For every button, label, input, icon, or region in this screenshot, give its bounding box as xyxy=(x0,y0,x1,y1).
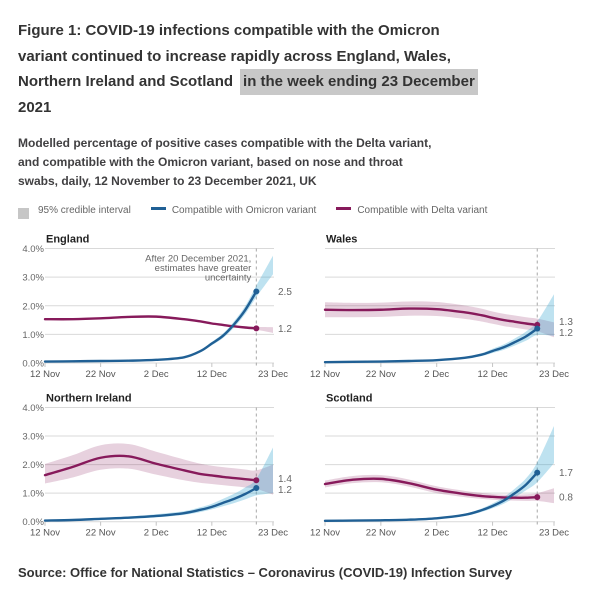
title-line-3-text: Northern Ireland and Scotland xyxy=(18,73,234,90)
y-tick-label: 0.0% xyxy=(22,517,44,528)
y-tick-label: 1.0% xyxy=(22,489,44,500)
line-delta xyxy=(43,454,258,482)
panel-title: Scotland xyxy=(326,393,372,405)
x-tick-label: 12 Dec xyxy=(197,528,227,539)
ci-band-omicron xyxy=(45,447,273,522)
credible-interval-swatch-icon xyxy=(18,208,29,219)
source-note: Source: Office for National Statistics –… xyxy=(18,565,513,580)
ci-band-omicron xyxy=(325,426,554,522)
x-tick-label: 12 Nov xyxy=(310,369,340,380)
panel-northern-ireland: 0.0% 1.0% 2.0% 3.0% 4.0% 12 Nov 22 Nov 2 Dec 12 … xyxy=(22,393,292,539)
line-omicron xyxy=(43,290,258,363)
ci-band-delta xyxy=(45,443,273,495)
line-delta xyxy=(323,477,539,499)
y-tick-label: 3.0% xyxy=(22,273,44,284)
ci-band-delta xyxy=(325,301,554,338)
x-tick-label: 2 Dec xyxy=(424,528,449,539)
omicron-line-swatch-icon xyxy=(150,207,166,210)
figure-title: Figure 1: COVID-19 infections compatible… xyxy=(18,18,478,120)
title-line-4: 2021 xyxy=(18,98,52,116)
title-line-2: variant continued to increase rapidly ac… xyxy=(18,47,451,65)
subtitle-line-2: and compatible with the Omicron variant,… xyxy=(18,155,403,170)
y-tick-label: 2.0% xyxy=(22,460,44,471)
uncertainty-annotation: estimates have greater xyxy=(155,263,252,274)
end-value-label-delta: 0.8 xyxy=(559,493,573,504)
delta-line-swatch-icon xyxy=(336,207,352,210)
panel-scotland: 12 Nov 22 Nov 2 Dec 12 Dec 23 Dec Scotland 1.7… xyxy=(310,393,573,539)
end-value-label-omicron: 1.2 xyxy=(559,328,573,339)
panel-title: Wales xyxy=(326,234,357,246)
panel-title: England xyxy=(46,234,89,246)
line-omicron xyxy=(323,327,539,364)
y-tick-label: 4.0% xyxy=(22,403,44,414)
end-value-label-delta: 1.2 xyxy=(278,324,292,335)
end-point-omicron xyxy=(253,485,260,492)
end-point-delta xyxy=(534,494,541,501)
subtitle-line-3: swabs, daily, 12 November to 23 December… xyxy=(18,174,317,189)
end-value-label-omicron: 1.7 xyxy=(559,468,573,479)
y-tick-label: 1.0% xyxy=(22,330,44,341)
x-tick-label: 12 Dec xyxy=(478,369,508,380)
x-tick-label: 12 Nov xyxy=(310,528,340,539)
legend-label-omicron: Compatible with Omicron variant xyxy=(171,205,317,216)
line-omicron xyxy=(43,486,258,522)
x-tick-label: 2 Dec xyxy=(424,369,449,380)
x-tick-label: 12 Dec xyxy=(478,528,508,539)
uncertainty-annotation: uncertainty xyxy=(205,273,252,284)
y-tick-label: 4.0% xyxy=(22,244,44,255)
end-value-label-delta: 1.4 xyxy=(278,474,292,485)
x-tick-label: 23 Dec xyxy=(258,528,288,539)
y-tick-label: 2.0% xyxy=(22,301,44,312)
panel-title: Northern Ireland xyxy=(46,393,132,405)
x-tick-label: 12 Dec xyxy=(197,369,227,380)
end-point-omicron xyxy=(253,288,260,295)
x-tick-label: 12 Nov xyxy=(30,528,60,539)
title-highlighted-text: in the week ending 23 December xyxy=(240,69,478,95)
end-point-delta xyxy=(253,325,260,332)
panel-england: 0.0% 1.0% 2.0% 3.0% 4.0% 12 Nov 22 Nov 2 Dec 12 … xyxy=(22,234,292,381)
end-value-label-omicron: 1.2 xyxy=(278,485,292,496)
y-tick-label: 3.0% xyxy=(22,432,44,443)
end-value-label-omicron: 2.5 xyxy=(278,287,292,298)
x-tick-label: 22 Nov xyxy=(86,528,116,539)
x-tick-label: 22 Nov xyxy=(366,369,396,380)
title-line-1: Figure 1: COVID-19 infections compatible… xyxy=(18,22,440,39)
x-tick-label: 22 Nov xyxy=(366,528,396,539)
uncertainty-annotation: After 20 December 2021, xyxy=(145,254,251,265)
end-point-omicron xyxy=(534,325,541,332)
figure-subtitle: Modelled percentage of positive cases co… xyxy=(18,134,431,192)
line-omicron xyxy=(323,471,539,523)
panel-wales: 12 Nov 22 Nov 2 Dec 12 Dec 23 Dec Wales 1.31.2 xyxy=(310,234,573,381)
x-tick-label: 2 Dec xyxy=(144,528,169,539)
subtitle-line-1: Modelled percentage of positive cases co… xyxy=(18,136,432,150)
x-tick-label: 12 Nov xyxy=(30,369,60,380)
line-delta xyxy=(323,307,539,327)
end-point-delta xyxy=(253,477,260,484)
x-tick-label: 22 Nov xyxy=(86,369,116,380)
x-tick-label: 23 Dec xyxy=(539,369,569,380)
legend-label-delta: Compatible with Delta variant xyxy=(357,205,488,216)
x-tick-label: 2 Dec xyxy=(144,369,169,380)
legend: 95% credible interval Compatible with Om… xyxy=(18,205,487,221)
line-delta xyxy=(43,315,258,330)
y-tick-label: 0.0% xyxy=(22,359,44,370)
end-point-omicron xyxy=(534,469,541,476)
title-line-3: Northern Ireland and Scotland in the week… xyxy=(18,69,478,95)
x-tick-label: 23 Dec xyxy=(539,528,569,539)
x-tick-label: 23 Dec xyxy=(258,369,288,380)
end-value-label-delta: 1.3 xyxy=(559,317,573,328)
legend-label-credible-interval: 95% credible interval xyxy=(38,205,131,216)
